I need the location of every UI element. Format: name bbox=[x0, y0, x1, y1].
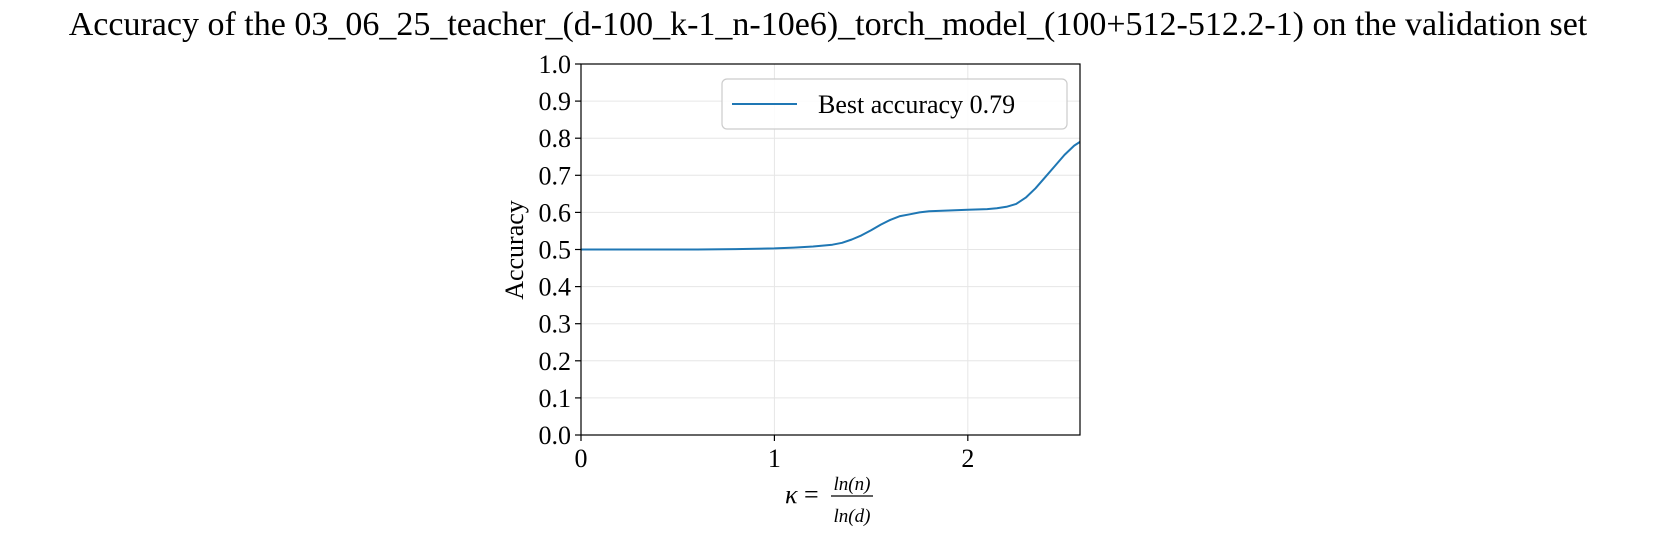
y-tick-label: 0.7 bbox=[539, 161, 572, 190]
y-axis-ticks: 0.0 0.1 0.2 0.3 0.4 0.5 0.6 0.7 0.8 0.9 1.0 bbox=[539, 50, 581, 450]
x-tick-label: 2 bbox=[961, 444, 974, 473]
y-tick-label: 0.8 bbox=[539, 124, 572, 153]
y-tick-label: 0.6 bbox=[539, 198, 572, 227]
series-line bbox=[581, 141, 1081, 251]
y-tick-label: 0.2 bbox=[539, 347, 572, 376]
y-tick-label: 0.9 bbox=[539, 87, 572, 116]
legend-box bbox=[721, 78, 1068, 130]
y-tick-label: 0.5 bbox=[539, 236, 572, 265]
y-tick-label: 0.4 bbox=[539, 273, 572, 302]
y-tick-label: 0.1 bbox=[539, 384, 572, 413]
x-axis-label-symbol: κ bbox=[785, 480, 798, 509]
legend-label: Best accuracy 0.79 bbox=[818, 90, 1015, 119]
x-axis-ticks: 0 1 2 bbox=[575, 435, 974, 473]
y-tick-label: 1.0 bbox=[539, 50, 572, 79]
series-layer bbox=[581, 141, 1081, 251]
chart-title: Accuracy of the 03_06_25_teacher_(d-100_… bbox=[69, 6, 1588, 43]
x-tick-label: 0 bbox=[575, 444, 588, 473]
x-axis-label-numerator: ln(n) bbox=[834, 474, 871, 495]
y-tick-label: 0.3 bbox=[539, 310, 572, 339]
legend: Best accuracy 0.79 bbox=[721, 78, 1068, 130]
y-tick-label: 0.0 bbox=[539, 421, 572, 450]
x-axis-label-denominator: ln(d) bbox=[834, 506, 871, 527]
x-tick-label: 1 bbox=[768, 444, 781, 473]
x-axis-label: κ = ln(n) ln(d) bbox=[785, 474, 873, 527]
y-axis-label: Accuracy bbox=[500, 200, 529, 300]
x-axis-label-equals: = bbox=[804, 480, 819, 509]
